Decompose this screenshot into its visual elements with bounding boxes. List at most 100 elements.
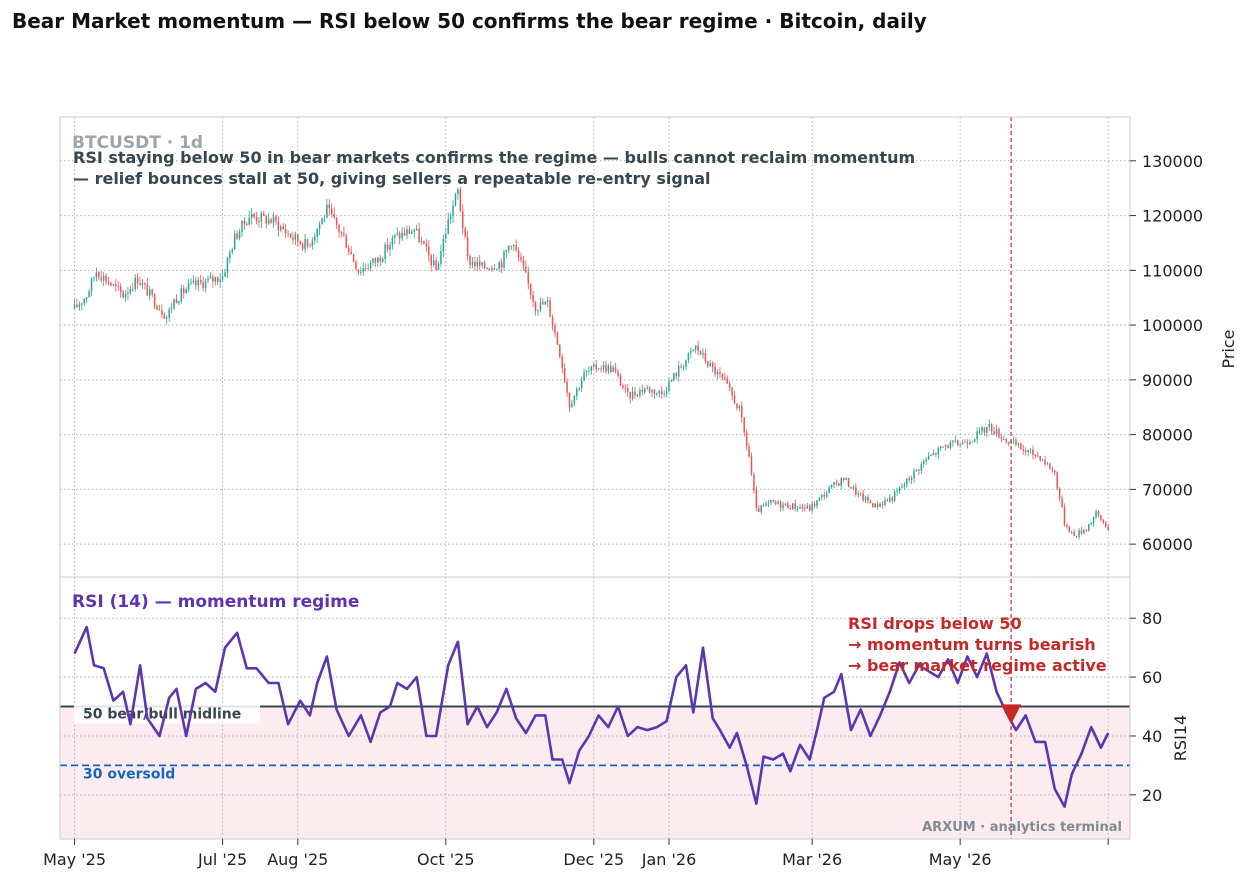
candle-body [998, 429, 1000, 438]
candle-body [192, 280, 195, 283]
candle-body [199, 279, 202, 283]
candle-body [253, 213, 255, 217]
candle-body [158, 309, 161, 311]
candle-body [226, 258, 229, 273]
candle-body [1092, 517, 1095, 523]
candle-body [935, 452, 937, 455]
candle-body [612, 367, 614, 373]
candle-body [1058, 488, 1061, 499]
candle-body [852, 487, 855, 489]
candle-body [993, 431, 995, 435]
candle-body [175, 299, 178, 304]
price-y-tick-label: 90000 [1142, 371, 1193, 390]
rsi-y-tick-label: 20 [1142, 786, 1162, 805]
candle-body [1000, 437, 1003, 440]
candle-body [893, 491, 896, 501]
rsi-y-tick-label: 40 [1142, 727, 1162, 746]
candle-body [847, 477, 850, 487]
candle-body [685, 360, 687, 367]
candle-body [607, 365, 610, 372]
candle-body [263, 213, 265, 216]
candle-body [1051, 469, 1054, 471]
candle-body [469, 256, 471, 265]
candle-body [1063, 506, 1066, 525]
candle-body [753, 474, 755, 491]
candle-body [1022, 449, 1024, 451]
candle-body [648, 387, 651, 393]
candle-body [85, 297, 88, 299]
candle-body [990, 423, 993, 432]
candle-body [631, 391, 634, 399]
rsi-y-tick-label: 80 [1142, 609, 1162, 628]
candle-body [117, 285, 119, 287]
candle-body [593, 364, 595, 367]
candle-body [872, 503, 874, 508]
candle-body [442, 238, 445, 252]
candle-body [665, 391, 668, 395]
candle-body [389, 245, 391, 250]
x-tick-label: Jan '26 [641, 850, 697, 869]
candle-body [743, 417, 745, 433]
candle-body [954, 440, 957, 441]
candle-body [525, 266, 527, 273]
rsi-panel-title: RSI (14) — momentum regime [72, 592, 359, 612]
candle-body [505, 250, 508, 252]
candle-body [709, 362, 712, 367]
candle-body [600, 368, 602, 370]
candle-body [398, 233, 401, 239]
candle-body [1012, 440, 1015, 442]
candle-body [258, 221, 260, 223]
candle-body [1102, 519, 1105, 523]
price-y-tick-label: 70000 [1142, 480, 1193, 499]
candle-body [132, 288, 134, 290]
candle-body [338, 224, 340, 232]
candle-body [556, 332, 559, 345]
candle-body [699, 350, 702, 355]
candle-body [694, 345, 697, 350]
candle-body [202, 282, 204, 289]
candle-body [386, 244, 389, 250]
candle-body [83, 298, 86, 304]
candle-body [122, 291, 124, 298]
candle-body [153, 294, 156, 307]
candle-body [923, 461, 925, 464]
candle-body [221, 276, 224, 280]
midline-label-bg [74, 703, 260, 724]
candle-body [670, 380, 673, 382]
candle-body [913, 471, 915, 479]
candle-body [522, 260, 525, 267]
candle-body [760, 505, 762, 513]
candle-body [636, 395, 639, 396]
candle-body [818, 497, 821, 501]
candle-body [449, 216, 452, 220]
candle-body [180, 288, 183, 302]
candle-body [568, 392, 571, 408]
x-tick-label: Mar '26 [782, 850, 842, 869]
candle-body [889, 497, 891, 502]
candle-body [641, 389, 644, 392]
candle-body [224, 272, 226, 277]
candle-body [425, 244, 428, 247]
candle-body [862, 493, 864, 501]
candle-body [915, 469, 918, 472]
candle-body [415, 228, 418, 230]
candle-body [619, 375, 622, 386]
candle-body [978, 431, 981, 433]
candle-body [212, 276, 214, 282]
candle-body [355, 261, 357, 270]
candle-body [233, 233, 236, 250]
candle-body [207, 278, 209, 281]
event-annotation-line: → bear market regime active [848, 656, 1107, 675]
candle-body [804, 507, 806, 509]
candle-body [1107, 526, 1109, 531]
candle-body [408, 229, 411, 234]
candle-body [364, 267, 367, 269]
candle-body [481, 262, 483, 266]
candle-body [692, 349, 695, 351]
candle-body [187, 282, 190, 290]
x-tick-label: Dec '25 [563, 850, 624, 869]
candle-body [886, 500, 889, 502]
candle-body [884, 500, 886, 505]
candle-body [602, 364, 605, 370]
candle-body [471, 262, 474, 265]
